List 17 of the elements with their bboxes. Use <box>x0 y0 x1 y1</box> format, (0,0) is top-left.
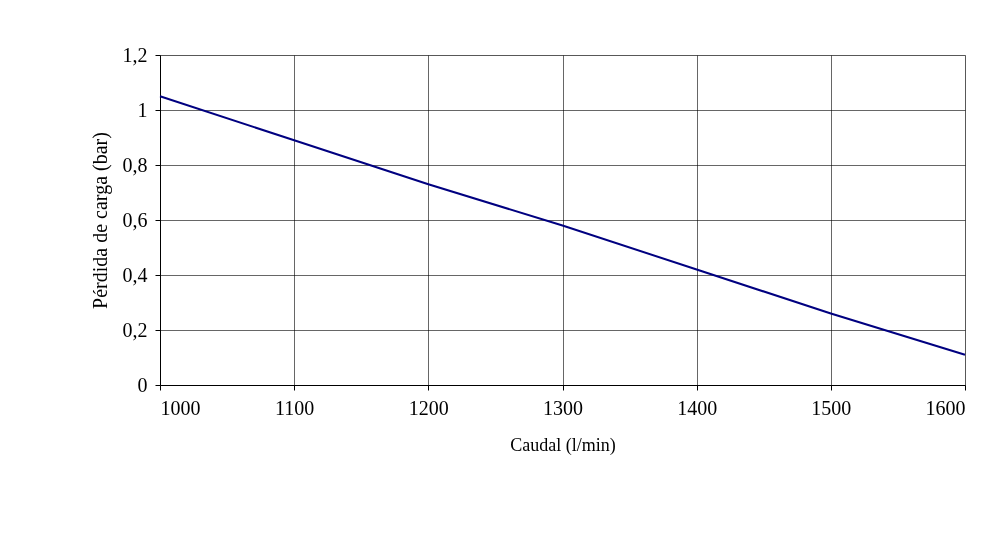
x-tick-label: 1100 <box>275 396 315 419</box>
y-tick-label: 1,2 <box>122 43 148 66</box>
y-axis-title: Pérdida de carga (bar) <box>88 132 112 309</box>
y-tick-label: 0,6 <box>122 208 148 231</box>
y-tick-label: 0,2 <box>122 318 148 341</box>
y-tick-label: 0,4 <box>122 263 148 286</box>
x-tick-label: 1000 <box>160 396 201 419</box>
x-tick-label: 1600 <box>925 396 966 419</box>
x-axis-title: Caudal (l/min) <box>510 434 616 456</box>
y-tick-label: 0 <box>137 373 148 396</box>
x-tick-label: 1300 <box>543 396 583 419</box>
x-tick-label: 1500 <box>811 396 852 419</box>
y-tick-label: 0,8 <box>122 153 148 176</box>
x-tick-label: 1400 <box>677 396 718 419</box>
y-tick-label: 1 <box>137 98 148 121</box>
line-series <box>159 95 966 356</box>
x-tick-label: 1200 <box>408 396 449 419</box>
